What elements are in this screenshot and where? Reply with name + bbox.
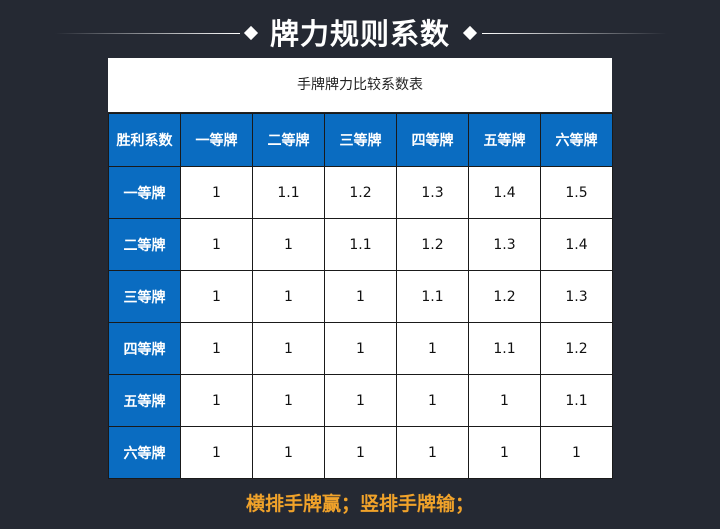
table-cell: 1.3 (396, 166, 469, 219)
table-cell: 1.4 (540, 218, 613, 271)
row-header-cell: 三等牌 (108, 270, 181, 323)
table-cell: 1 (180, 166, 253, 219)
table-cell: 1 (252, 322, 325, 375)
table-cell: 1.2 (396, 218, 469, 271)
column-header-cell: 二等牌 (252, 113, 325, 167)
table-cell: 1.1 (324, 218, 397, 271)
table-cell: 1.3 (468, 218, 541, 271)
table-cell: 1 (324, 374, 397, 427)
table-cell: 1.1 (540, 374, 613, 427)
table-row: 一等牌 1 1.1 1.2 1.3 1.4 1.5 (108, 166, 613, 219)
table-cell: 1 (396, 322, 469, 375)
table-cell: 1 (468, 426, 541, 479)
row-header-cell: 五等牌 (108, 374, 181, 427)
table-cell: 1 (252, 218, 325, 271)
table-cell: 1 (396, 426, 469, 479)
column-header-cell: 五等牌 (468, 113, 541, 167)
coefficient-table: 胜利系数 一等牌 二等牌 三等牌 四等牌 五等牌 六等牌 一等牌 1 1.1 1… (108, 113, 613, 479)
table-cell: 1.1 (468, 322, 541, 375)
row-header-cell: 六等牌 (108, 426, 181, 479)
table-cell: 1.3 (540, 270, 613, 323)
table-header-row: 胜利系数 一等牌 二等牌 三等牌 四等牌 五等牌 六等牌 (108, 113, 613, 167)
page-title: 牌力规则系数 (269, 17, 450, 51)
table-cell: 1.2 (540, 322, 613, 375)
table-cell: 1 (468, 374, 541, 427)
corner-header-cell: 胜利系数 (108, 113, 181, 167)
row-header-cell: 四等牌 (108, 322, 181, 375)
table-caption: 手牌牌力比较系数表 (108, 58, 612, 113)
table-row: 五等牌 1 1 1 1 1 1.1 (108, 374, 613, 427)
table-row: 四等牌 1 1 1 1 1.1 1.2 (108, 322, 613, 375)
column-header-cell: 六等牌 (540, 113, 613, 167)
table-cell: 1.5 (540, 166, 613, 219)
table-cell: 1 (180, 270, 253, 323)
table-cell: 1.2 (468, 270, 541, 323)
table-cell: 1 (180, 218, 253, 271)
table-cell: 1 (396, 374, 469, 427)
table-cell: 1.2 (324, 166, 397, 219)
table-row: 六等牌 1 1 1 1 1 1 (108, 426, 613, 479)
row-header-cell: 二等牌 (108, 218, 181, 271)
footer-note: 横排手牌赢；竖排手牌输； (245, 493, 474, 515)
column-header-cell: 三等牌 (324, 113, 397, 167)
table-row: 二等牌 1 1 1.1 1.2 1.3 1.4 (108, 218, 613, 271)
diamond-icon (462, 25, 478, 41)
header-right-line (482, 33, 667, 34)
table-cell: 1 (180, 322, 253, 375)
row-header-cell: 一等牌 (108, 166, 181, 219)
table-cell: 1 (540, 426, 613, 479)
table-cell: 1.1 (396, 270, 469, 323)
column-header-cell: 四等牌 (396, 113, 469, 167)
coefficient-table-container: 手牌牌力比较系数表 胜利系数 一等牌 二等牌 三等牌 四等牌 五等牌 六等牌 一… (108, 58, 613, 479)
table-cell: 1.4 (468, 166, 541, 219)
table-cell: 1 (252, 374, 325, 427)
page-header: 牌力规则系数 (0, 14, 720, 54)
table-cell: 1 (324, 322, 397, 375)
table-row: 三等牌 1 1 1 1.1 1.2 1.3 (108, 270, 613, 323)
table-cell: 1.1 (252, 166, 325, 219)
table-cell: 1 (324, 426, 397, 479)
table-cell: 1 (180, 374, 253, 427)
column-header-cell: 一等牌 (180, 113, 253, 167)
diamond-icon (243, 25, 259, 41)
table-cell: 1 (180, 426, 253, 479)
table-cell: 1 (324, 270, 397, 323)
header-left-line (55, 33, 240, 34)
table-cell: 1 (252, 270, 325, 323)
table-cell: 1 (252, 426, 325, 479)
